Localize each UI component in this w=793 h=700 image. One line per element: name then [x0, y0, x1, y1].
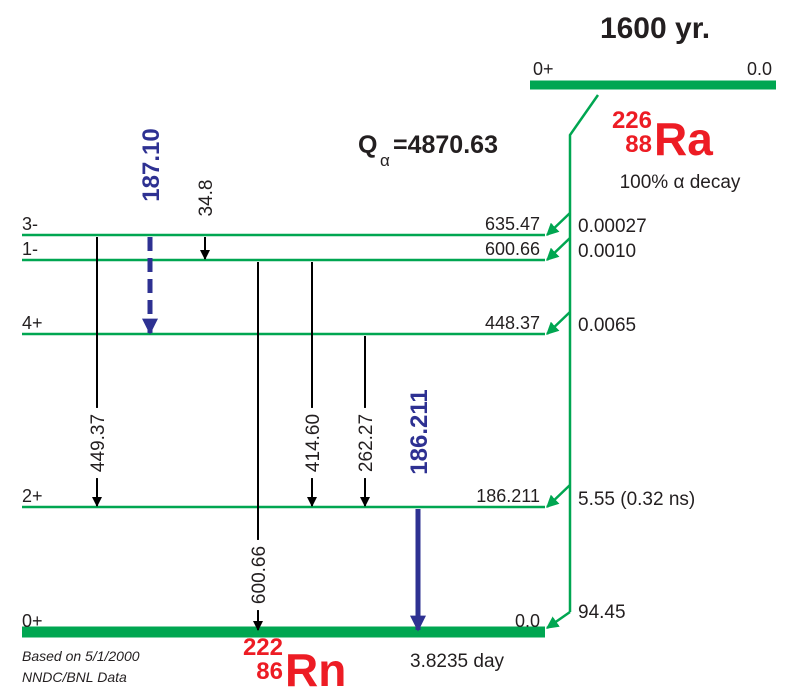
q-symbol: Q — [358, 131, 377, 159]
level-energy: 635.47 — [485, 214, 540, 234]
level-intensity: 5.55 (0.32 ns) — [578, 489, 695, 510]
level-spin: 3- — [22, 214, 38, 234]
gamma-label: 186.211 — [406, 389, 433, 474]
gamma-label-group: 449.37 — [88, 407, 109, 479]
gamma-label: 449.37 — [88, 414, 109, 472]
parent-energy: 0.0 — [747, 59, 772, 79]
alpha-branch — [545, 610, 571, 630]
parent-mass-number: 226 — [612, 107, 652, 134]
gamma-label: 34.8 — [196, 180, 217, 217]
gamma-label-bg — [88, 407, 108, 479]
daughter-mass-number: 222 — [243, 634, 283, 661]
level-intensity: 0.00027 — [578, 216, 647, 237]
parent-spin: 0+ — [533, 59, 554, 79]
parent-half-life: 1600 yr. — [600, 12, 710, 45]
alpha-branch — [546, 484, 571, 508]
gamma-label-group: 262.27 — [356, 407, 377, 479]
gamma-label: 600.66 — [249, 546, 270, 604]
level-energy: 600.66 — [485, 239, 540, 259]
gamma-label-bg — [407, 383, 432, 481]
alpha-branch — [546, 311, 571, 335]
gamma-label-group: 187.10 — [138, 122, 165, 208]
level-energy: 448.37 — [485, 313, 540, 333]
gamma-label: 262.27 — [356, 414, 377, 472]
gamma-label-bg — [356, 407, 376, 479]
parent-symbol: Ra — [654, 113, 713, 165]
level-intensity: 94.45 — [578, 602, 626, 623]
gamma-label-group: 600.66 — [249, 539, 270, 611]
q-subscript: α — [380, 151, 390, 170]
gamma-label-bg — [196, 173, 216, 223]
alpha-branch — [546, 212, 571, 236]
daughter-symbol: Rn — [285, 644, 346, 696]
gamma-label-bg — [139, 122, 164, 208]
level-spin: 2+ — [22, 486, 43, 506]
level-energy: 186.211 — [476, 486, 540, 506]
parent-atomic-number: 88 — [625, 131, 652, 158]
alpha-trunk — [568, 94, 600, 612]
source-note: Based on 5/1/2000 — [22, 648, 140, 664]
decay-mode: 100% α decay — [620, 172, 741, 193]
level-spin: 1- — [22, 239, 38, 259]
level-intensity: 0.0010 — [578, 241, 636, 262]
daughter-half-life: 3.8235 day — [410, 651, 505, 672]
level-spin: 4+ — [22, 313, 43, 333]
alpha-branch — [546, 237, 571, 261]
gamma-label-group: 414.60 — [303, 407, 324, 479]
level-spin: 0+ — [22, 611, 43, 631]
q-value: =4870.63 — [393, 131, 498, 159]
level-energy: 0.0 — [515, 611, 540, 631]
source-note: NNDC/BNL Data — [22, 669, 127, 685]
gamma-label-bg — [249, 539, 269, 611]
gamma-label-group: 186.211 — [406, 383, 433, 481]
gamma-label: 414.60 — [303, 414, 324, 472]
gamma-label: 187.10 — [138, 128, 165, 201]
level-intensity: 0.0065 — [578, 315, 636, 336]
gamma-label-group: 34.8 — [196, 173, 217, 223]
gamma-label-bg — [303, 407, 323, 479]
daughter-atomic-number: 86 — [256, 658, 283, 685]
